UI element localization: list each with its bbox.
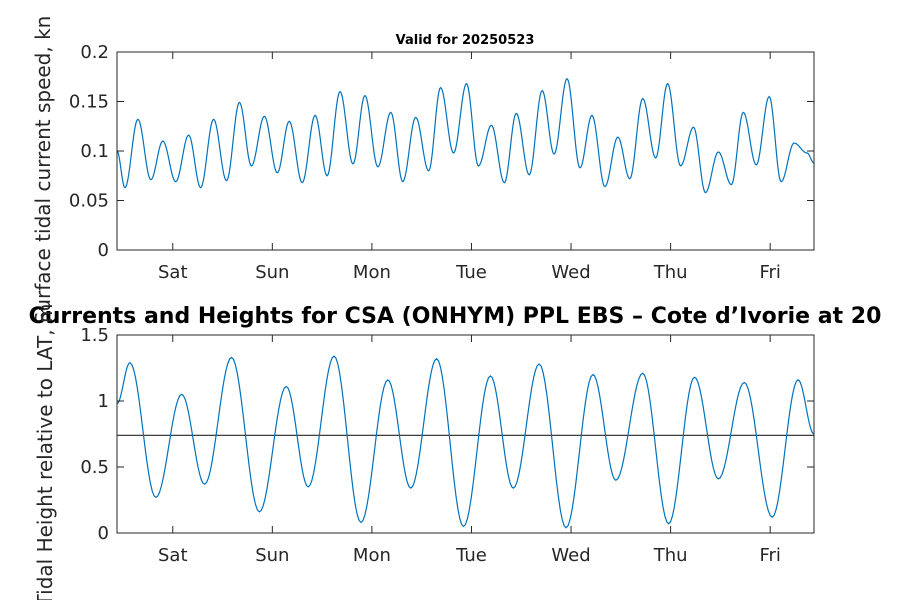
x-tick-label: Thu [653,262,688,283]
series-line [116,355,815,529]
x-tick-label: Tue [455,545,487,566]
y-tick-label: 1.5 [80,325,109,346]
y-tick-label: 0 [98,240,109,261]
chart-title: Currents and Heights for CSA (ONHYM) PPL… [29,304,882,329]
plot-area [117,335,814,533]
chart-title: Valid for 20250523 [396,33,535,48]
plot-area [117,52,814,250]
x-tick-label: Thu [653,545,688,566]
y-tick-label: 0.05 [69,191,109,212]
y-axis-label: Surface tidal current speed, kn [31,16,55,325]
current-speed-panel: 0 0.05 0.1 0.15 0.2 Sat Sun Mon Tue Wed Thu Fri Va… [31,16,815,325]
y-tick-label: 0.15 [69,92,109,113]
x-tick-label: Sat [158,545,188,566]
x-tick-label: Tue [455,262,487,283]
x-tick-label: Sat [158,262,188,283]
x-tick-label: Fri [759,545,780,566]
x-tick-label: Wed [551,262,590,283]
y-tick-label: 0.2 [80,42,109,63]
y-tick-label: 0.5 [80,457,109,478]
x-tick-label: Fri [759,262,780,283]
x-tick-label: Sun [255,262,289,283]
y-tick-label: 0 [98,523,109,544]
x-tick-label: Wed [551,545,590,566]
plot-frame [116,334,815,534]
x-tick-label: Mon [353,262,391,283]
y-tick-label: 1 [98,391,109,412]
y-tick-label: 0.1 [80,141,109,162]
series-line [116,77,815,194]
x-tick-label: Mon [353,545,391,566]
y-axis-label: Tidal Height relative to LAT, m [33,304,57,600]
tidal-height-panel: 0 0.5 1 1.5 Sat Sun Mon Tue Wed Thu Fri Currents … [29,304,882,600]
x-tick-label: Sun [255,545,289,566]
